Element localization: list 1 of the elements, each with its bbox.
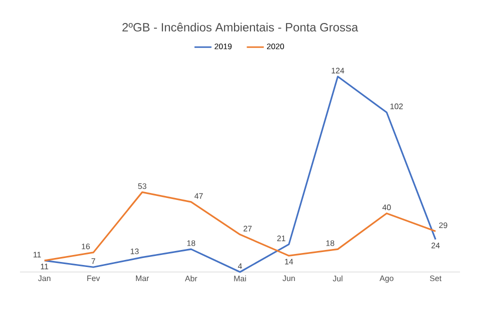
chart-title: 2ºGB - Incêndios Ambientais - Ponta Grossa (122, 22, 358, 32)
